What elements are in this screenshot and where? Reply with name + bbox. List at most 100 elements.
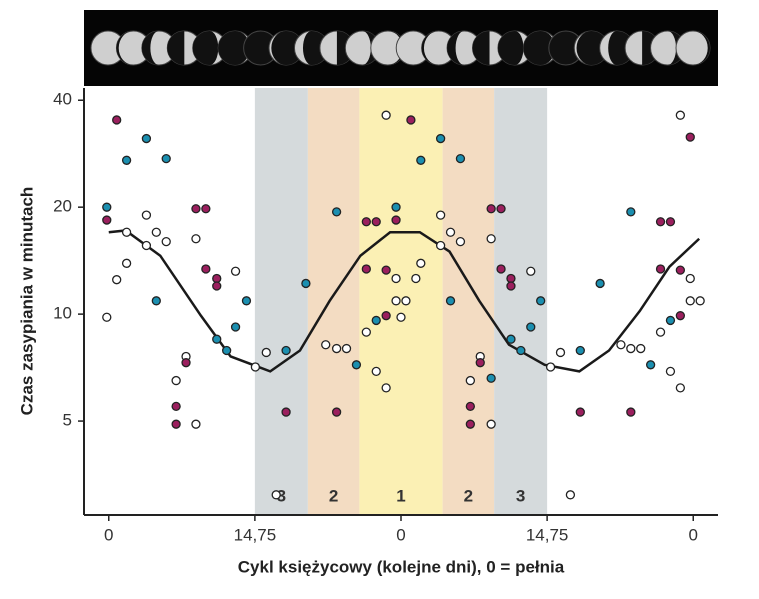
data-point (181, 358, 191, 368)
data-point (685, 296, 695, 306)
data-point (281, 407, 291, 417)
data-point (151, 227, 161, 237)
data-point (391, 273, 401, 284)
data-point (665, 217, 676, 227)
data-point (626, 207, 636, 217)
data-point (626, 343, 636, 354)
band-label: 2 (329, 486, 338, 505)
data-point (261, 347, 271, 358)
data-point (321, 340, 331, 350)
data-point (191, 419, 201, 429)
y-tick-label: 5 (63, 411, 72, 430)
phase-band (254, 88, 308, 515)
data-point (212, 334, 222, 344)
data-point (361, 264, 371, 274)
data-point (655, 264, 666, 274)
data-point (465, 375, 475, 386)
y-tick-label: 10 (53, 304, 72, 323)
data-point (191, 204, 201, 214)
data-point (201, 264, 211, 274)
data-point (665, 315, 676, 326)
data-point (675, 311, 686, 321)
data-point (121, 227, 132, 237)
data-point (685, 132, 695, 142)
data-point (455, 153, 466, 164)
y-axis-title: Czas zasypiania w minutach (17, 187, 36, 416)
moon-shadow (271, 31, 304, 65)
phase-band (307, 88, 360, 515)
data-point (536, 296, 546, 306)
data-point (121, 258, 132, 268)
data-point (455, 236, 466, 247)
band-label: 3 (516, 486, 525, 505)
data-point (506, 334, 516, 344)
data-point (381, 311, 391, 321)
moon-shadow (421, 31, 439, 65)
data-point (371, 315, 381, 326)
moon-shadow (192, 31, 219, 65)
data-point (496, 264, 506, 274)
data-point (636, 343, 646, 354)
data-point (230, 322, 241, 332)
data-point (506, 281, 516, 291)
data-point (486, 373, 496, 383)
data-point (391, 296, 401, 306)
data-point (351, 360, 362, 370)
data-point (201, 204, 211, 214)
data-point (331, 343, 342, 354)
data-point (112, 275, 122, 285)
data-point (102, 202, 112, 212)
moon-phases (90, 30, 711, 66)
moon-shadow (693, 31, 710, 65)
plot-area: 3 2 1 2 3 5 10 20 40 0 14,75 0 14,75 0 (53, 88, 718, 544)
data-point (171, 401, 181, 412)
data-point (121, 155, 132, 165)
moon-shadow (576, 31, 609, 65)
data-point (151, 296, 161, 306)
data-point (391, 215, 401, 225)
data-point (371, 217, 381, 227)
data-point (331, 407, 342, 417)
moon-shadow (141, 31, 159, 65)
y-tick-label: 40 (53, 90, 72, 109)
fit-line (108, 229, 701, 373)
data-point (271, 490, 281, 500)
data-point (545, 362, 556, 372)
data-point (401, 296, 411, 306)
data-point (161, 236, 171, 247)
data-point (445, 227, 456, 237)
band-label: 1 (396, 486, 405, 505)
data-point (406, 115, 416, 125)
data-point (465, 419, 475, 429)
band-label: 3 (277, 486, 286, 505)
x-axis-title: Cykl księżycowy (kolejne dni), 0 = pełni… (238, 557, 565, 576)
data-point (141, 210, 152, 220)
data-point (675, 265, 686, 275)
moon-shadow (497, 31, 524, 65)
data-point (191, 234, 201, 244)
data-point (645, 360, 656, 370)
data-point (685, 273, 695, 284)
data-point (526, 266, 536, 276)
band-label: 2 (464, 486, 473, 505)
data-point (301, 278, 311, 289)
data-point (102, 215, 112, 225)
data-point (555, 347, 566, 358)
data-point (371, 366, 381, 377)
data-point (475, 358, 485, 368)
data-point (171, 375, 181, 386)
data-point (516, 345, 526, 356)
data-point (465, 401, 475, 412)
data-point (655, 217, 666, 227)
data-point (496, 204, 506, 214)
x-tick-label: 0 (689, 525, 698, 544)
data-point (391, 202, 401, 212)
data-point (361, 217, 371, 227)
data-point (435, 210, 446, 220)
data-point (526, 322, 536, 332)
data-point (102, 312, 112, 322)
data-point (626, 407, 636, 417)
data-point (665, 366, 676, 377)
data-point (230, 266, 241, 276)
